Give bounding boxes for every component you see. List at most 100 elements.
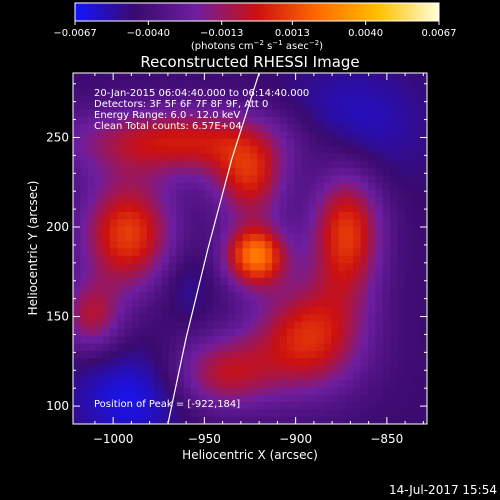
- heatmap-cell: [279, 160, 288, 169]
- heatmap-cell: [338, 138, 347, 147]
- heatmap-cell: [205, 292, 214, 301]
- heatmap-cell: [191, 168, 199, 176]
- heatmap-cell: [419, 153, 427, 162]
- heatmap-cell: [124, 116, 133, 125]
- heatmap-cell: [382, 116, 391, 125]
- heatmap-cell: [95, 372, 104, 381]
- heatmap-cell: [154, 241, 163, 250]
- heatmap-cell: [109, 255, 118, 264]
- heatmap-cell: [198, 277, 207, 286]
- heatmap-cell: [338, 102, 347, 111]
- heatmap-cell: [404, 328, 413, 337]
- heatmap-cell: [124, 73, 133, 81]
- heatmap-cell: [154, 182, 163, 191]
- heatmap-cell: [161, 255, 170, 264]
- heatmap-cell: [154, 277, 163, 286]
- heatmap-cell: [213, 402, 222, 410]
- heatmap-cell: [191, 219, 199, 228]
- heatmap-cell: [109, 263, 118, 272]
- heatmap-cell: [213, 131, 222, 140]
- heatmap-cell: [360, 299, 369, 308]
- heatmap-cell: [264, 307, 273, 315]
- heatmap-cell: [323, 402, 332, 410]
- heatmap-cell: [419, 168, 427, 176]
- heatmap-cell: [250, 372, 258, 381]
- heatmap-cell: [279, 131, 288, 140]
- heatmap-cell: [264, 124, 273, 133]
- heatmap-cell: [412, 204, 421, 213]
- heatmap-cell: [397, 138, 406, 147]
- heatmap-cell: [272, 138, 281, 147]
- heatmap-cell: [213, 233, 222, 242]
- heatmap-cell: [205, 336, 214, 345]
- heatmap-cell: [220, 255, 229, 264]
- heatmap-cell: [132, 131, 140, 140]
- heatmap-cell: [412, 299, 421, 308]
- heatmap-cell: [309, 365, 317, 374]
- heatmap-cell: [154, 402, 163, 410]
- heatmap-cell: [360, 124, 369, 133]
- heatmap-cell: [412, 270, 421, 279]
- heatmap-cell: [117, 102, 126, 111]
- heatmap-cell: [382, 226, 391, 235]
- heatmap-cell: [109, 336, 118, 345]
- heatmap-cell: [390, 307, 399, 315]
- heatmap-cell: [220, 102, 229, 111]
- heatmap-cell: [412, 350, 421, 359]
- heatmap-cell: [404, 219, 413, 228]
- heatmap-cell: [279, 409, 288, 418]
- heatmap-cell: [176, 211, 185, 220]
- heatmap-cell: [205, 321, 214, 330]
- heatmap-cell: [146, 409, 155, 418]
- heatmap-cell: [419, 73, 427, 81]
- heatmap-cell: [213, 153, 222, 162]
- heatmap-cell: [109, 116, 118, 125]
- heatmap-cell: [272, 277, 281, 286]
- plot-frame: [72, 72, 428, 425]
- heatmap-cell: [338, 146, 347, 155]
- heatmap-cell: [404, 292, 413, 301]
- heatmap-cell: [360, 241, 369, 250]
- heatmap-cell: [132, 328, 140, 337]
- heatmap-cell: [242, 255, 251, 264]
- heatmap-cell: [176, 226, 185, 235]
- heatmap-cell: [132, 116, 140, 125]
- colorbar-tick-label: 0.0040: [348, 28, 383, 39]
- heatmap-cell: [235, 116, 244, 125]
- heatmap-cell: [360, 190, 369, 198]
- heatmap-cell: [279, 255, 288, 264]
- heatmap-cell: [87, 190, 96, 198]
- heatmap-cell: [397, 102, 406, 111]
- heatmap-cell: [198, 102, 207, 111]
- heatmap-cell: [242, 80, 251, 89]
- heatmap-cell: [213, 321, 222, 330]
- heatmap-cell: [272, 402, 281, 410]
- heatmap-cell: [397, 182, 406, 191]
- heatmap-cell: [338, 197, 347, 206]
- heatmap-cell: [87, 211, 96, 220]
- heatmap-cell: [331, 416, 340, 424]
- heatmap-cell: [87, 343, 96, 352]
- heatmap-cell: [176, 204, 185, 213]
- heatmap-cell: [345, 138, 354, 147]
- heatmap-cell: [272, 102, 281, 111]
- heatmap-cell: [73, 190, 81, 198]
- heatmap-cell: [161, 226, 170, 235]
- heatmap-cell: [390, 380, 399, 389]
- heatmap-cell: [353, 263, 362, 272]
- heatmap-cell: [73, 350, 81, 359]
- heatmap-cell: [139, 233, 148, 242]
- heatmap-cell: [279, 80, 288, 89]
- heatmap-cell: [368, 168, 376, 176]
- heatmap-cell: [80, 204, 89, 213]
- heatmap-cell: [294, 402, 303, 410]
- heatmap-cell: [353, 102, 362, 111]
- heatmap-cell: [213, 416, 222, 424]
- heatmap-cell: [102, 219, 111, 228]
- heatmap-cell: [102, 168, 111, 176]
- heatmap-cell: [250, 138, 258, 147]
- heatmap-cell: [95, 138, 104, 147]
- heatmap-cell: [279, 94, 288, 103]
- heatmap-cell: [227, 124, 236, 133]
- heatmap-cell: [360, 131, 369, 140]
